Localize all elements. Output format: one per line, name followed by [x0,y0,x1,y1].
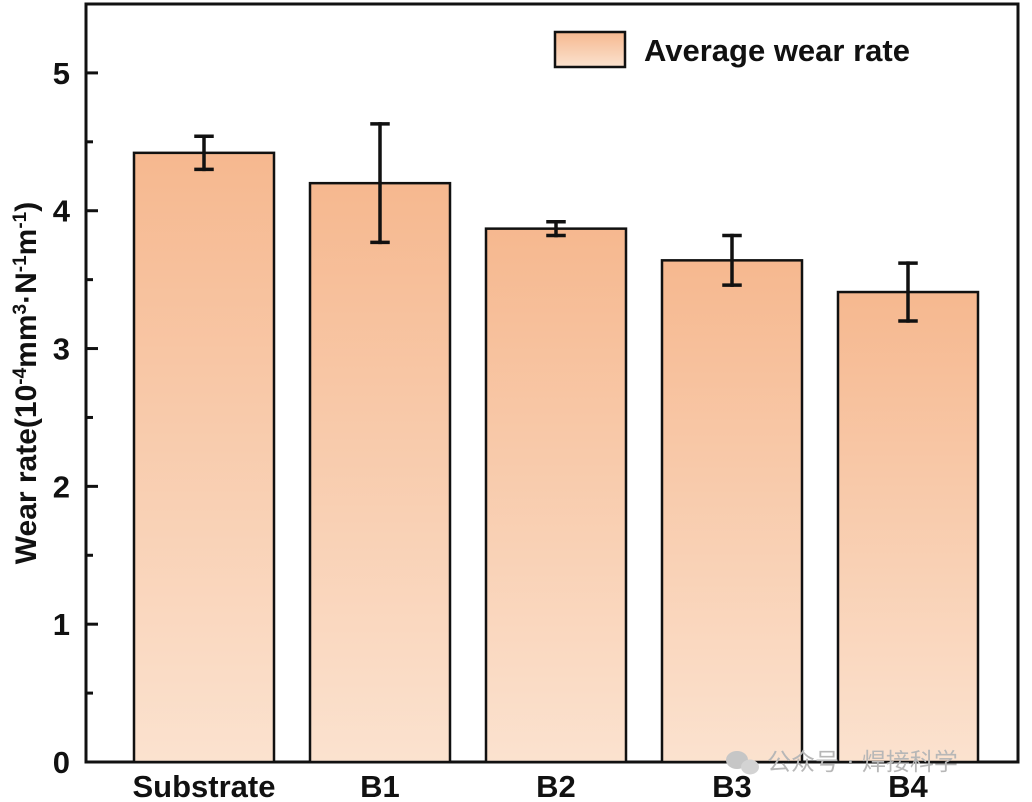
legend-swatch [553,30,627,69]
x-tick-label-substrate: Substrate [133,769,276,802]
legend-label: Average wear rate [644,33,910,68]
x-tick-label-b2: B2 [536,769,576,802]
x-tick-label-b4: B4 [888,769,928,802]
bar-b1 [308,181,452,764]
y-tick-label: 0 [53,745,70,780]
bar-b4 [836,290,980,764]
x-axis-labels: Substrate B1 B2 B3 B4 [133,769,929,802]
bars-layer [132,151,980,764]
error-bar-b2 [546,220,566,238]
x-tick-label-b1: B1 [360,769,400,802]
x-tick-label-b3: B3 [712,769,752,802]
watermark: 公众号 · 焊接科学 [726,748,958,776]
bar-substrate [132,151,276,764]
y-tick-label: 1 [53,607,70,642]
y-tick-label: 5 [53,56,70,91]
error-bar-b4 [898,261,918,323]
y-axis-label: Wear rate(10-4mm3·N-1m-1) [10,202,44,565]
wechat-icon [726,751,759,775]
watermark-label: 公众号 · 焊接科学 [767,748,958,776]
legend: Average wear rate [553,30,910,69]
y-tick-label: 4 [53,194,71,229]
bar-b2 [484,227,628,764]
bar-b3 [660,259,804,764]
y-tick-label: 3 [53,332,70,367]
y-tick-label: 2 [53,469,70,504]
error-bars-layer [194,122,918,323]
error-bar-substrate [194,134,214,172]
y-axis-title: Wear rate(10-4mm3·N-1m-1) [10,202,44,565]
y-axis-ticks: 0 1 2 3 4 5 [53,2,98,780]
error-bar-b1 [370,122,390,245]
error-bar-b3 [722,233,742,287]
